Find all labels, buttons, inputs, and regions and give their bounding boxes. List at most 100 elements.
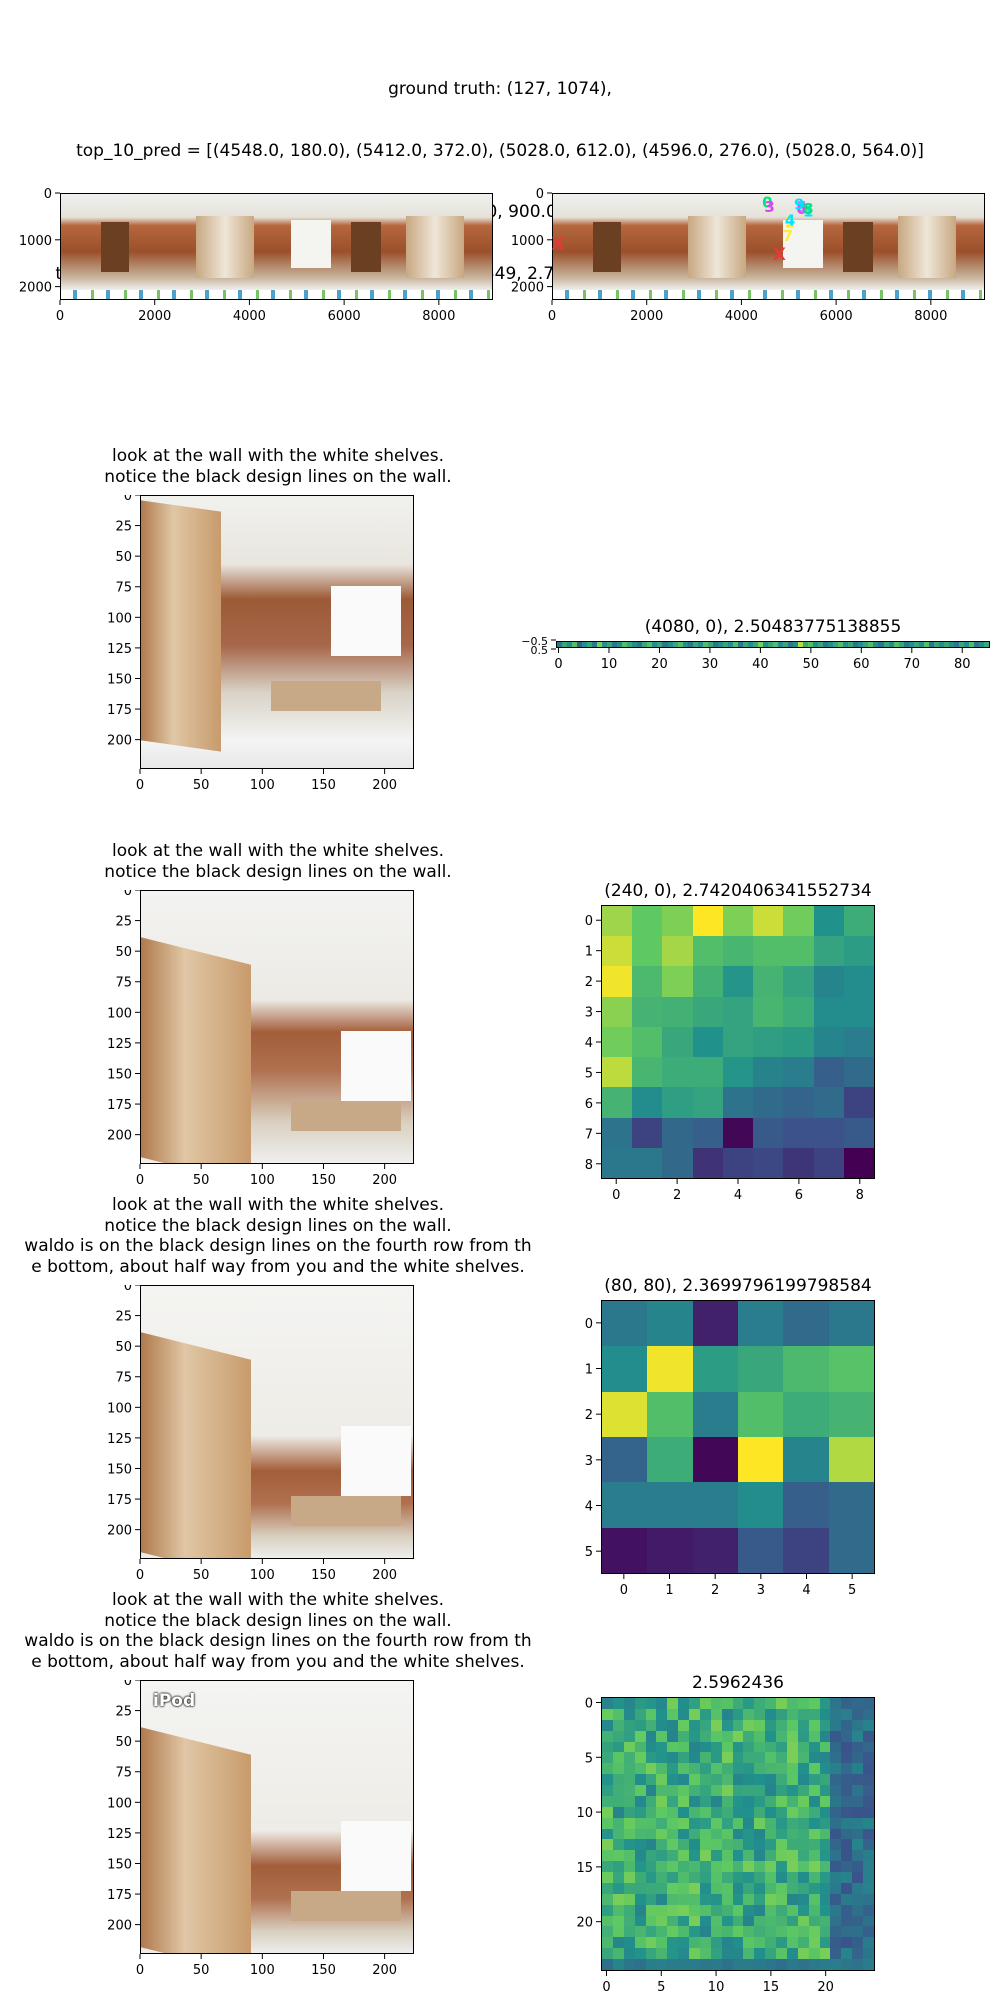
heatmap-cell [743, 1937, 755, 1949]
heatmap-cell [743, 1763, 755, 1775]
heatmap-cell [852, 1850, 864, 1862]
heatmap-cell [813, 966, 844, 997]
heatmap-cell [667, 1763, 679, 1775]
view-ytick-label: 150 [107, 1462, 132, 1477]
heatmap-cell [689, 1828, 700, 1840]
heatmap-cell [634, 1806, 646, 1818]
pano-xtick-label: 8000 [914, 309, 947, 320]
heatmap-cell [743, 1752, 755, 1764]
heatmap-cell [830, 1785, 842, 1796]
heatmap-cell [786, 1926, 798, 1938]
view-ytick-label: 200 [107, 734, 132, 749]
heatmap-cell [699, 1839, 711, 1851]
heatmap-cell [863, 1872, 874, 1883]
heatmap-cell [702, 642, 708, 647]
heatmap-cell [754, 1915, 766, 1927]
heatmap-cell [657, 642, 663, 647]
view-xtick-label: 150 [311, 1568, 336, 1583]
heatmap-cell [678, 1719, 690, 1731]
heatmap-cell [647, 642, 653, 647]
heatmap-axes: 0 10 20 30 40 50 60 70 80 −0.50.5 [521, 635, 970, 672]
heatmap-cell [656, 1850, 668, 1862]
heatmap-cell [667, 1850, 679, 1862]
heatmap-cell [710, 1741, 722, 1753]
heatmap-cell [863, 1817, 874, 1829]
overlay-label: iPod [153, 1691, 196, 1711]
heatmap-cell [623, 1850, 635, 1862]
heatmap-cell [786, 1795, 798, 1807]
heatmap-cell [830, 1774, 842, 1786]
heatmap-cell [783, 1391, 829, 1437]
heatmap-cell [783, 1301, 829, 1347]
heatmap-cell [634, 1752, 646, 1764]
heatmap-xtick-label: 0 [602, 1980, 610, 1995]
heatmap-cell [767, 642, 773, 647]
heatmap-cell [667, 1730, 679, 1742]
heatmap-cell [612, 1774, 624, 1786]
heatmap-cell [678, 1861, 690, 1873]
heatmap-cell [645, 1959, 657, 1970]
heatmap-cell [863, 1948, 874, 1960]
heatmap-cell [634, 1839, 646, 1851]
heatmap-cell [721, 1937, 733, 1949]
heatmap-cell [819, 1882, 831, 1894]
view-ytick-label: 75 [115, 1766, 132, 1781]
heatmap-cell [647, 1436, 693, 1483]
heatmap-cell [656, 1828, 668, 1840]
heatmap-cell [783, 906, 814, 937]
heatmap-cell [602, 1087, 633, 1118]
heatmap-cell [743, 1698, 755, 1709]
heatmap-cell [623, 1785, 635, 1796]
heatmap-cell [587, 642, 593, 647]
view-ytick-label: 125 [107, 1432, 132, 1447]
prediction-marker: 6 [796, 200, 806, 218]
heatmap-cell [699, 1861, 711, 1873]
heatmap-cell [732, 1730, 744, 1742]
heatmap-cell [645, 1795, 657, 1807]
heatmap-cell [699, 1915, 711, 1927]
heatmap-cell [737, 1346, 784, 1392]
heatmap-cell [819, 1893, 831, 1905]
heatmap-cell [721, 1708, 733, 1720]
heatmap-cell [863, 1915, 874, 1927]
heatmap-cell [623, 1741, 635, 1753]
heatmap-cell [819, 1872, 831, 1883]
heatmap-cell [732, 1741, 744, 1753]
heatmap-cell [776, 1839, 787, 1851]
heatmap-cell [602, 1795, 613, 1807]
heatmap-cell [647, 1391, 693, 1437]
heatmap-cell [623, 1882, 635, 1894]
heatmap-cell [602, 1785, 613, 1796]
heatmap-ytick-label: 8 [585, 1158, 593, 1173]
heatmap-xtick-label: 20 [817, 1980, 834, 1995]
heatmap-cell [765, 1698, 777, 1709]
heatmap-cell [863, 1708, 874, 1720]
heatmap-cell [813, 1147, 844, 1178]
heatmap-cell [678, 1708, 690, 1720]
heatmap-cell [776, 1741, 787, 1753]
heatmap-cell [819, 1741, 831, 1753]
heatmap-cell [830, 1730, 842, 1742]
heatmap-cell [722, 642, 728, 647]
heatmap-cell [754, 1785, 766, 1796]
heatmap-cell [841, 1882, 853, 1894]
heatmap-cell [743, 1730, 755, 1742]
heatmap-cell [710, 1850, 722, 1862]
heatmap-cell [819, 1708, 831, 1720]
heatmap-cell [737, 1482, 784, 1528]
heatmap-cell [602, 906, 633, 937]
heatmap-xtick-label: 2 [673, 1188, 681, 1203]
heatmap-ytick-label: −0.5 [521, 635, 548, 648]
heatmap-cell [667, 1882, 679, 1894]
heatmap-cell [721, 1795, 733, 1807]
heatmap-cell [602, 936, 633, 967]
view-ytick-label: 100 [107, 611, 132, 626]
heatmap-cell [672, 642, 678, 647]
heatmap-cell [612, 1915, 624, 1927]
heatmap-cell [742, 642, 748, 647]
heatmap-cell [612, 1828, 624, 1840]
heatmap-cell [813, 1087, 844, 1118]
heatmap-cell [819, 1839, 831, 1851]
heatmap-cell [692, 1482, 738, 1528]
heatmap-cell [721, 1915, 733, 1927]
